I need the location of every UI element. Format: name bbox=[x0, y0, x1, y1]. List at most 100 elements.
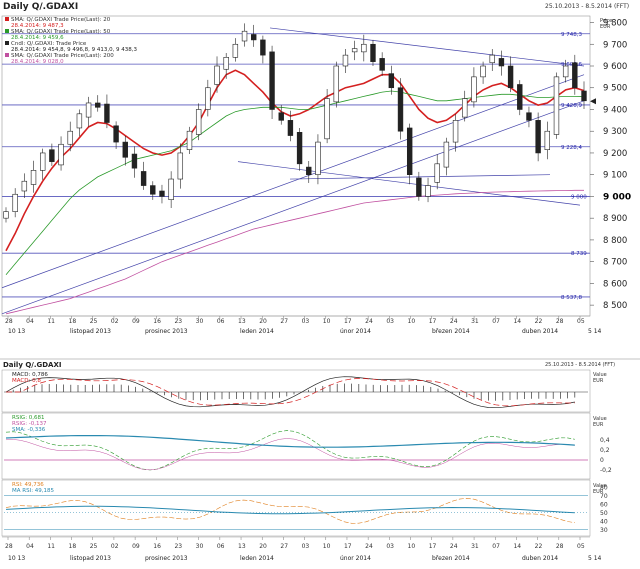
candle-body bbox=[21, 180, 28, 192]
candle-body bbox=[324, 98, 330, 140]
price-tick-label: 8 800 bbox=[603, 236, 627, 246]
month-label: březen 2014 bbox=[432, 328, 470, 335]
candle-body bbox=[278, 112, 284, 121]
sma-line bbox=[5, 90, 585, 275]
price-tick-label: 8 700 bbox=[603, 258, 627, 268]
date-tick-label: 25 bbox=[90, 543, 98, 550]
date-tick-label: 10 bbox=[408, 318, 416, 325]
month-label: 5 14 bbox=[588, 328, 602, 335]
macd-legend-label: MACD: 0,8 bbox=[12, 378, 41, 384]
candle-body bbox=[406, 127, 413, 175]
level-label: 8 739 bbox=[571, 251, 587, 257]
candle-body bbox=[425, 185, 431, 197]
date-tick-label: 03 bbox=[302, 318, 310, 325]
candle-body bbox=[287, 120, 294, 136]
date-tick-label: 03 bbox=[302, 543, 310, 550]
rsi-axis-label: Value bbox=[593, 483, 607, 489]
date-tick-label: 16 bbox=[153, 543, 161, 550]
candle-body bbox=[342, 54, 349, 67]
date-tick-label: 13 bbox=[238, 543, 246, 550]
candle-body bbox=[553, 76, 560, 135]
date-tick-label: 24 bbox=[365, 318, 373, 325]
date-tick-label: 17 bbox=[344, 543, 352, 550]
macd-legend-label: MACD: 0,786 bbox=[12, 372, 48, 378]
candle-body bbox=[416, 177, 422, 197]
candle-body bbox=[480, 65, 486, 78]
candle-body bbox=[379, 58, 385, 71]
price-axis: 9 800 9 700 9 600 9 500 9 400 9 300 9 200 9 100… bbox=[590, 19, 631, 311]
date-tick-label: 20 bbox=[259, 318, 267, 325]
month-label: únor 2014 bbox=[340, 328, 371, 335]
candle-body bbox=[39, 152, 46, 171]
date-tick-label: 27 bbox=[280, 318, 288, 325]
month-label: leden 2014 bbox=[240, 328, 274, 335]
ma-rsi-line bbox=[5, 505, 575, 515]
macd-panel[interactable] bbox=[1, 369, 591, 413]
date-tick-label: 13 bbox=[238, 318, 246, 325]
date-tick-label: 05 bbox=[577, 543, 585, 550]
candle-body bbox=[544, 130, 551, 150]
date-tick-label: 11 bbox=[47, 543, 55, 550]
trend-line bbox=[1, 74, 585, 289]
legend-value: 28.4.2014: 9 487,3 bbox=[11, 23, 64, 29]
date-tick-label: 24 bbox=[365, 543, 373, 550]
date-tick-label: 28 bbox=[5, 318, 13, 325]
candle-body bbox=[498, 58, 505, 67]
rsi-legend-label: RSI: 49,736 bbox=[12, 482, 44, 488]
rsi-line bbox=[5, 497, 575, 524]
candle-body bbox=[30, 170, 37, 185]
candle-body bbox=[177, 152, 184, 180]
price-tick-label: 9 000 bbox=[603, 192, 631, 202]
rsi-tick-label: 30 bbox=[600, 527, 608, 534]
candle-body bbox=[452, 120, 459, 143]
date-tick-label: 14 bbox=[513, 318, 521, 325]
candle-body bbox=[49, 149, 55, 162]
candle-body bbox=[195, 109, 202, 135]
price-tick-label: 9 800 bbox=[603, 19, 627, 29]
candle-body bbox=[361, 43, 367, 53]
date-tick-label: 06 bbox=[217, 318, 225, 325]
month-label: 10 13 bbox=[8, 328, 25, 335]
rsi-tick-label: 60 bbox=[600, 501, 608, 508]
level-label: 9 748,3 bbox=[561, 32, 582, 38]
date-tick-label: 22 bbox=[535, 543, 543, 550]
date-tick-label: 22 bbox=[535, 318, 543, 325]
candle-body bbox=[223, 57, 229, 70]
level-label: 9 000 bbox=[571, 194, 587, 200]
date-tick-label: 20 bbox=[259, 543, 267, 550]
trend-line bbox=[1, 100, 585, 315]
candle-body bbox=[572, 62, 578, 89]
candle-body bbox=[3, 211, 9, 219]
rsig-legend-label: SMA: -0,336 bbox=[12, 427, 46, 433]
trend-lines bbox=[1, 27, 585, 315]
candle-body bbox=[443, 141, 450, 168]
candle-body bbox=[397, 87, 404, 132]
date-tick-label: 16 bbox=[153, 318, 161, 325]
candle-body bbox=[140, 171, 147, 186]
candle-body bbox=[581, 90, 587, 102]
candle-body bbox=[562, 65, 569, 78]
candle-body bbox=[507, 65, 514, 89]
date-tick-label: 28 bbox=[5, 543, 13, 550]
rsig-panel[interactable] bbox=[1, 412, 591, 480]
date-tick-label: 09 bbox=[132, 318, 140, 325]
date-tick-label: 14 bbox=[513, 543, 521, 550]
sma-line bbox=[5, 69, 585, 252]
price-axis-header: Price bbox=[600, 18, 612, 24]
rsi-axis-unit: EUR bbox=[593, 489, 604, 495]
date-tick-label: 30 bbox=[196, 318, 204, 325]
candlesticks bbox=[3, 23, 587, 223]
candle-body bbox=[159, 190, 165, 197]
candle-body bbox=[241, 30, 248, 42]
rsi-panel[interactable] bbox=[1, 479, 591, 537]
candle-body bbox=[269, 51, 275, 110]
main-legend: SMA: Q/.GDAXI Trade Price(Last): 2028.4.… bbox=[5, 17, 138, 65]
price-tick-label: 9 400 bbox=[603, 105, 627, 115]
month-label: 5 14 bbox=[588, 555, 602, 562]
month-label: duben 2014 bbox=[522, 555, 558, 562]
month-label: listopad 2013 bbox=[70, 328, 111, 335]
sub-date-range: 25.10.2013 - 8.5.2014 (FFT) bbox=[545, 362, 615, 368]
level-label: 8 537,8 bbox=[561, 295, 582, 301]
